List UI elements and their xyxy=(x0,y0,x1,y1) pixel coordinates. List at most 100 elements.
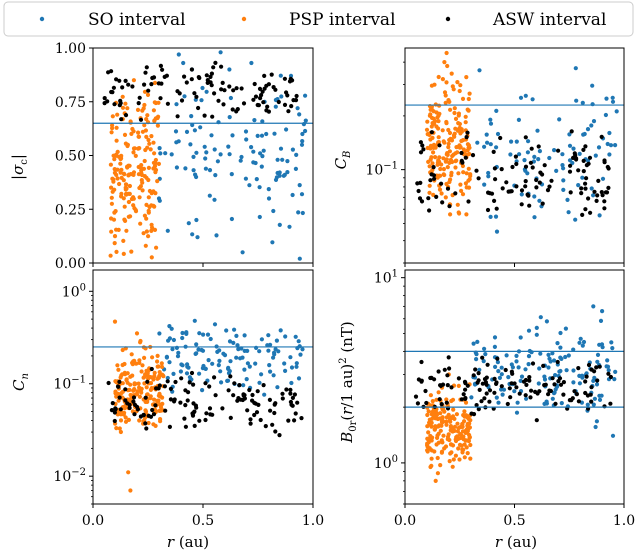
data-point xyxy=(466,166,471,171)
data-point xyxy=(604,96,609,101)
data-point xyxy=(454,158,459,163)
data-point xyxy=(514,410,520,415)
data-point xyxy=(125,142,130,147)
data-point xyxy=(136,146,141,151)
data-point xyxy=(158,402,163,407)
data-point xyxy=(216,98,221,103)
data-point xyxy=(288,355,293,360)
data-point xyxy=(599,393,604,398)
data-point xyxy=(429,83,434,88)
data-point xyxy=(610,99,616,104)
data-point xyxy=(477,387,482,392)
data-point xyxy=(287,224,292,229)
data-point xyxy=(156,375,161,380)
data-point xyxy=(589,399,594,404)
data-point xyxy=(239,86,244,91)
data-point xyxy=(228,95,233,101)
data-point xyxy=(241,101,247,106)
y-tick-label: 101 xyxy=(374,269,398,287)
data-point xyxy=(457,457,462,462)
data-point xyxy=(571,347,576,352)
data-point xyxy=(434,110,439,115)
panel-sigma-c: 0.00 0.25 0.50 0.75 1.00 xyxy=(55,41,314,272)
data-point xyxy=(113,379,118,384)
data-point xyxy=(255,389,260,394)
data-point xyxy=(524,382,529,387)
data-point xyxy=(572,389,577,394)
data-point xyxy=(176,350,181,355)
data-point xyxy=(266,348,271,353)
y-tick-label: 0.00 xyxy=(55,256,86,272)
data-point xyxy=(464,445,469,450)
data-point xyxy=(266,187,271,192)
data-point xyxy=(561,380,567,385)
data-point xyxy=(242,367,247,372)
data-point xyxy=(142,82,147,87)
ylabel-sigma-c: |σc| xyxy=(9,154,30,180)
data-point xyxy=(576,399,582,404)
data-point xyxy=(426,430,431,435)
data-point xyxy=(593,424,598,430)
data-point xyxy=(509,369,514,374)
data-point xyxy=(218,152,223,157)
data-point xyxy=(523,179,528,184)
data-point xyxy=(185,398,190,403)
data-point xyxy=(529,350,534,355)
data-point xyxy=(282,102,288,107)
data-point xyxy=(538,315,543,320)
data-point xyxy=(167,424,172,429)
data-point xyxy=(610,346,615,351)
data-point xyxy=(585,402,590,407)
data-point xyxy=(449,137,454,142)
data-point xyxy=(466,108,471,113)
data-point xyxy=(192,128,197,133)
data-point xyxy=(583,207,588,212)
data-point xyxy=(439,162,444,167)
data-point xyxy=(258,151,263,156)
data-point xyxy=(425,424,430,429)
data-point xyxy=(449,450,454,455)
data-point xyxy=(469,395,474,400)
data-point xyxy=(440,200,445,205)
data-point xyxy=(459,138,464,144)
data-point xyxy=(468,418,473,423)
data-point xyxy=(142,89,148,94)
data-point xyxy=(251,149,256,154)
data-point xyxy=(157,370,162,375)
data-point xyxy=(561,178,566,183)
data-point xyxy=(110,123,115,128)
data-point xyxy=(132,402,138,407)
data-point xyxy=(264,131,269,137)
data-point xyxy=(444,419,449,424)
data-point xyxy=(120,94,125,99)
data-point xyxy=(447,149,452,154)
data-point xyxy=(480,355,485,360)
data-point xyxy=(155,353,160,358)
data-point xyxy=(447,366,452,371)
data-point xyxy=(110,401,115,406)
panel-cb: 10−1 xyxy=(365,47,625,267)
data-point xyxy=(587,155,593,160)
data-point xyxy=(260,89,265,94)
data-point xyxy=(576,366,581,371)
data-point xyxy=(271,208,276,214)
data-point xyxy=(240,355,245,360)
data-point xyxy=(529,146,534,151)
data-point xyxy=(126,199,131,205)
data-point xyxy=(444,422,449,427)
data-point xyxy=(122,132,128,137)
data-point xyxy=(257,214,262,220)
data-point xyxy=(221,102,226,107)
data-point xyxy=(552,382,557,387)
data-point xyxy=(574,98,579,103)
data-point xyxy=(550,376,555,381)
data-point xyxy=(541,363,546,368)
data-point xyxy=(179,376,184,381)
data-point xyxy=(444,152,449,157)
data-point xyxy=(152,80,158,85)
data-point xyxy=(468,172,473,177)
data-point xyxy=(165,379,170,384)
data-point xyxy=(127,183,132,189)
data-point xyxy=(457,88,462,94)
data-point xyxy=(567,169,573,174)
